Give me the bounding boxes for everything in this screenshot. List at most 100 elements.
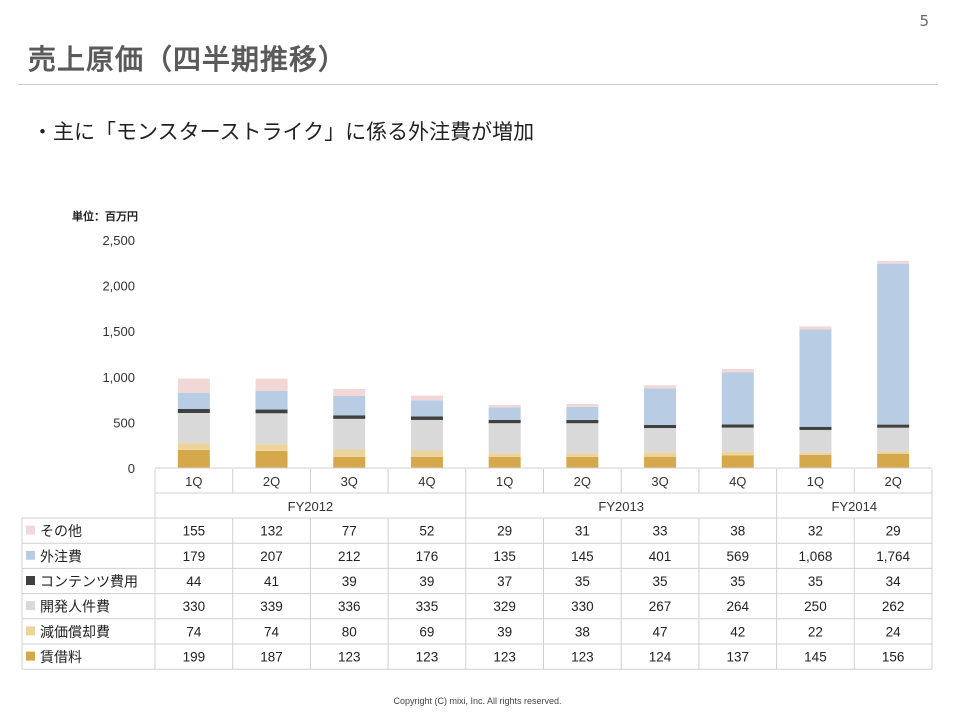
bar-segment <box>799 426 832 430</box>
table-value: 264 <box>726 599 749 614</box>
bar-segment <box>488 407 521 420</box>
table-value: 74 <box>264 624 280 639</box>
table-value: 74 <box>186 624 202 639</box>
table-value: 199 <box>183 650 206 665</box>
bar-segment <box>721 424 754 428</box>
bar-segment <box>333 456 366 468</box>
x-category-label: 1Q <box>807 474 824 489</box>
bar-segment <box>410 456 443 468</box>
y-tick-label: 1,500 <box>102 324 135 339</box>
bar-segment <box>721 455 754 468</box>
bar-segment <box>410 395 443 401</box>
legend-label: その他 <box>40 524 82 540</box>
legend-swatch <box>26 550 35 560</box>
table-value: 39 <box>497 624 512 639</box>
bar-segment <box>488 404 521 408</box>
table-value: 401 <box>649 549 672 564</box>
bar-segment <box>644 385 677 389</box>
slide-title: 売上原価（四半期推移） <box>28 43 348 76</box>
bar-segment <box>566 453 599 457</box>
bar-segment <box>177 392 210 409</box>
bar-segment <box>877 263 910 425</box>
table-value: 250 <box>804 599 827 614</box>
table-value: 42 <box>730 624 745 639</box>
table-value: 335 <box>416 599 439 614</box>
legend-label: 減価償却費 <box>40 624 110 641</box>
bar-segment <box>644 388 677 425</box>
bar-segment <box>255 450 288 468</box>
table-value: 339 <box>260 599 283 614</box>
table-value: 38 <box>575 624 590 639</box>
bar-segment <box>721 372 754 425</box>
bar-segment <box>410 416 443 420</box>
bar-segment <box>333 395 366 416</box>
table-value: 24 <box>886 624 902 639</box>
table-value: 336 <box>338 599 361 614</box>
bar-segment <box>799 329 832 427</box>
x-category-label: 1Q <box>185 474 202 489</box>
bar-segment <box>877 427 910 452</box>
bar-segment <box>177 449 210 468</box>
bar-segment <box>410 419 443 451</box>
table-value: 132 <box>260 524 283 539</box>
table-value: 22 <box>808 624 823 639</box>
table-value: 569 <box>726 549 749 564</box>
bar-segment <box>255 409 288 414</box>
table-value: 34 <box>886 574 902 589</box>
y-tick-label: 2,500 <box>102 233 135 248</box>
legend-label: 開発人件費 <box>40 600 110 616</box>
bar-segment <box>488 423 521 454</box>
bar-segment <box>255 390 288 410</box>
bar-segment <box>177 378 210 393</box>
bar-segment <box>799 454 832 468</box>
table-value: 31 <box>575 524 590 539</box>
y-tick-label: 1,000 <box>102 370 135 385</box>
table-value: 52 <box>419 524 434 539</box>
bar-segment <box>644 452 677 457</box>
table-value: 1,068 <box>799 549 833 564</box>
bar-segment <box>255 413 288 445</box>
bar-segment <box>333 418 366 450</box>
table-value: 123 <box>338 650 361 665</box>
y-tick-label: 2,000 <box>102 279 135 294</box>
table-value: 212 <box>338 549 361 564</box>
x-category-label: 4Q <box>729 474 746 489</box>
bar-segment <box>333 415 366 419</box>
bar-segment <box>644 428 677 453</box>
legend-swatch <box>26 576 35 585</box>
x-category-label: 3Q <box>651 474 668 489</box>
table-value: 47 <box>653 624 668 639</box>
table-value: 33 <box>653 524 668 539</box>
bar-segment <box>877 424 910 428</box>
table-value: 44 <box>186 574 202 589</box>
table-value: 35 <box>730 574 745 589</box>
bar-segment <box>333 449 366 457</box>
legend-label: 賃借料 <box>40 650 82 666</box>
table-value: 187 <box>260 650 283 665</box>
bar-segment <box>566 420 599 424</box>
bar-segment <box>877 261 910 264</box>
bar-segment <box>488 419 521 424</box>
bar-segment <box>255 378 288 391</box>
y-tick-label: 500 <box>113 415 135 430</box>
table-value: 77 <box>342 524 357 539</box>
bar-segment <box>566 456 599 468</box>
table-value: 80 <box>342 624 357 639</box>
bar-segment <box>410 450 443 457</box>
bar-segment <box>644 456 677 468</box>
table-value: 207 <box>260 549 283 564</box>
bar-segment <box>177 443 210 450</box>
x-category-label: 2Q <box>263 474 280 489</box>
bar-segment <box>799 452 832 455</box>
bar-segment <box>566 403 599 407</box>
table-value: 123 <box>416 650 439 665</box>
table-value: 29 <box>497 524 512 539</box>
table-value: 1,764 <box>876 549 910 564</box>
table-value: 135 <box>493 549 516 564</box>
bar-segment <box>721 451 754 456</box>
table-value: 329 <box>493 599 516 614</box>
table-value: 37 <box>497 574 512 589</box>
bar-segment <box>177 413 210 444</box>
table-value: 156 <box>882 650 905 665</box>
